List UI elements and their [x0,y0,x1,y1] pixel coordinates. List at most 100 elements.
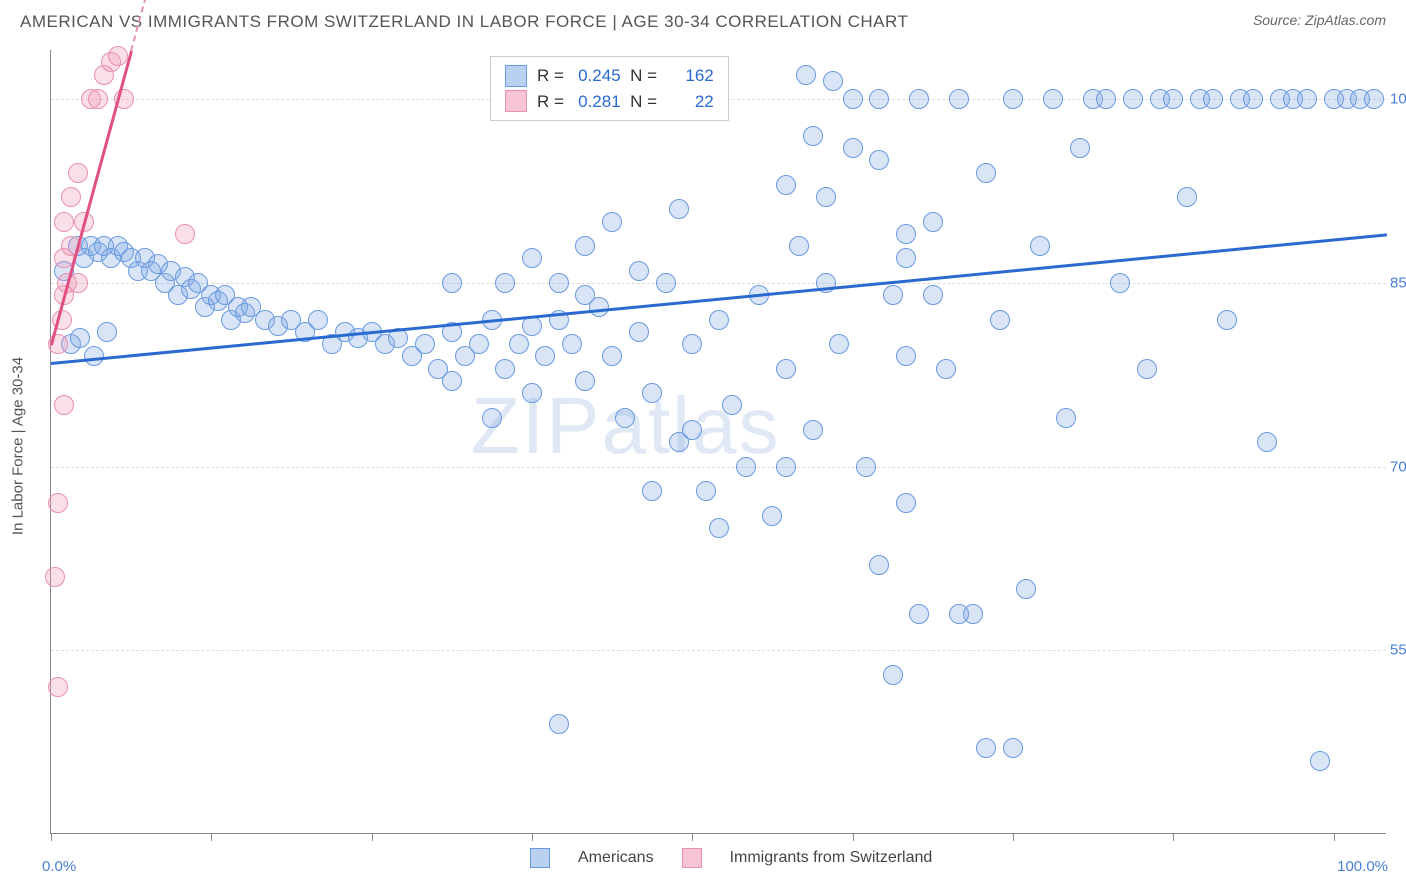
data-point [575,236,595,256]
data-point [1003,738,1023,758]
legend-swatch [505,65,527,87]
data-point [843,89,863,109]
data-point [829,334,849,354]
data-point [976,163,996,183]
data-point [1043,89,1063,109]
x-tick [532,833,533,841]
data-point [442,371,462,391]
data-point [990,310,1010,330]
data-point [709,310,729,330]
y-tick-label: 85.0% [1390,274,1406,291]
data-point [843,138,863,158]
data-point [88,89,108,109]
gridline [51,650,1386,651]
series-legend: Americans Immigrants from Switzerland [530,848,932,868]
data-point [469,334,489,354]
data-point [656,273,676,293]
data-point [61,187,81,207]
data-point [1070,138,1090,158]
data-point [803,126,823,146]
data-point [869,150,889,170]
data-point [97,322,117,342]
data-point [48,493,68,513]
legend-swatch [530,848,550,868]
y-tick-label: 55.0% [1390,642,1406,659]
correlation-stats-box: R = 0.245 N = 162R = 0.281 N = 22 [490,56,729,121]
data-point [68,163,88,183]
data-point [883,285,903,305]
x-tick [372,833,373,841]
x-tick [853,833,854,841]
data-point [615,408,635,428]
data-point [869,555,889,575]
data-point [54,395,74,415]
data-point [602,212,622,232]
data-point [549,714,569,734]
legend-swatch [505,90,527,112]
chart-title: AMERICAN VS IMMIGRANTS FROM SWITZERLAND … [20,12,908,32]
data-point [762,506,782,526]
data-point [522,383,542,403]
data-point [642,481,662,501]
data-point [696,481,716,501]
data-point [495,273,515,293]
data-point [1203,89,1223,109]
data-point [949,89,969,109]
gridline [51,467,1386,468]
data-point [803,420,823,440]
data-point [896,493,916,513]
data-point [776,457,796,477]
data-point [108,46,128,66]
x-tick [1013,833,1014,841]
data-point [1310,751,1330,771]
data-point [495,359,515,379]
data-point [48,677,68,697]
data-point [54,212,74,232]
data-point [1030,236,1050,256]
data-point [482,408,502,428]
data-point [883,665,903,685]
data-point [1123,89,1143,109]
data-point [175,224,195,244]
data-point [1243,89,1263,109]
data-point [522,248,542,268]
data-point [629,322,649,342]
data-point [1016,579,1036,599]
data-point [562,334,582,354]
data-point [45,567,65,587]
stats-row: R = 0.281 N = 22 [505,89,714,115]
data-point [949,604,969,624]
data-point [1110,273,1130,293]
data-point [1364,89,1384,109]
source-label: Source: ZipAtlas.com [1253,12,1386,28]
legend-swatch [682,848,702,868]
data-point [1297,89,1317,109]
data-point [1177,187,1197,207]
data-point [923,212,943,232]
data-point [909,89,929,109]
data-point [642,383,662,403]
data-point [415,334,435,354]
data-point [1003,89,1023,109]
data-point [442,273,462,293]
data-point [70,328,90,348]
x-axis-min-label: 0.0% [42,858,76,875]
y-tick-label: 100.0% [1390,91,1406,108]
data-point [722,395,742,415]
x-tick [1334,833,1335,841]
legend-label: Americans [578,849,654,867]
data-point [575,285,595,305]
y-tick-label: 70.0% [1390,458,1406,475]
data-point [789,236,809,256]
data-point [629,261,649,281]
data-point [856,457,876,477]
legend-label: Immigrants from Switzerland [730,849,933,867]
chart-plot-area: ZIPatlas 55.0%70.0%85.0%100.0% [50,50,1386,834]
data-point [682,420,702,440]
x-axis-max-label: 100.0% [1337,858,1388,875]
data-point [909,604,929,624]
data-point [776,175,796,195]
data-point [1096,89,1116,109]
x-tick [51,833,52,841]
stats-row: R = 0.245 N = 162 [505,63,714,89]
